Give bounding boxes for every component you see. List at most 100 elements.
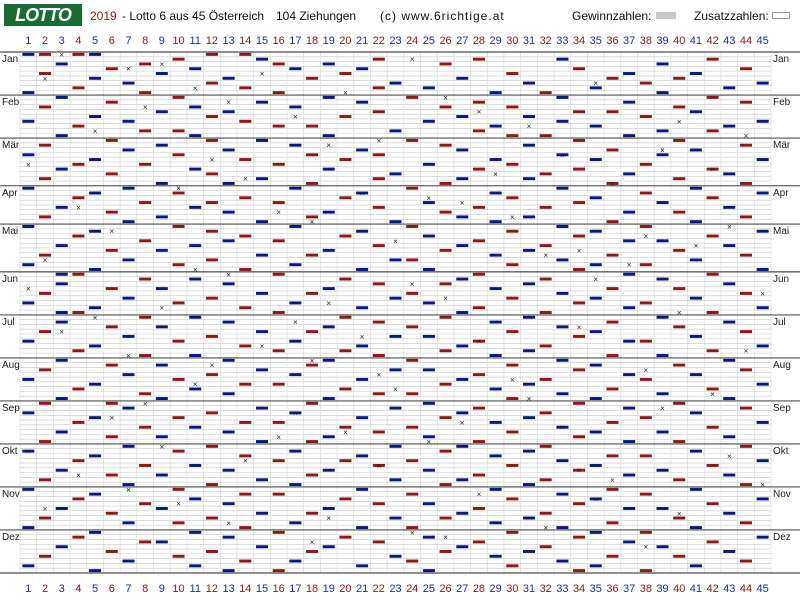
main-number-mark xyxy=(706,196,719,200)
number-label-bottom: 27 xyxy=(456,583,468,595)
number-label-top: 22 xyxy=(373,35,385,47)
main-number-mark xyxy=(189,387,202,391)
main-number-mark xyxy=(322,397,335,401)
main-number-mark xyxy=(706,502,719,506)
main-number-mark xyxy=(439,282,452,286)
extra-number-mark: × xyxy=(677,509,682,518)
main-number-mark xyxy=(523,282,536,286)
main-number-mark xyxy=(372,463,385,467)
main-number-mark xyxy=(22,263,35,267)
main-number-mark xyxy=(155,248,168,252)
main-number-mark xyxy=(422,569,435,573)
main-number-mark xyxy=(456,411,469,415)
legend-extra-swatch xyxy=(772,12,790,19)
main-number-mark xyxy=(72,497,85,501)
main-number-mark xyxy=(723,172,736,176)
main-number-mark xyxy=(689,334,702,338)
main-number-mark xyxy=(739,521,752,525)
extra-number-mark: × xyxy=(443,533,448,542)
main-number-mark xyxy=(189,497,202,501)
main-number-mark xyxy=(456,344,469,348)
main-number-mark xyxy=(439,516,452,520)
main-number-mark xyxy=(422,234,435,238)
number-label-bottom: 15 xyxy=(256,583,268,595)
main-number-mark xyxy=(489,420,502,424)
month-label-left: Apr xyxy=(2,188,18,199)
main-number-mark xyxy=(189,564,202,568)
main-number-mark xyxy=(239,267,252,271)
main-number-mark xyxy=(439,449,452,453)
main-number-mark xyxy=(172,449,185,453)
main-number-mark xyxy=(322,248,335,252)
main-number-mark xyxy=(189,425,202,429)
main-number-mark xyxy=(422,86,435,90)
number-label-top: 14 xyxy=(239,35,251,47)
month-label-right: Aug xyxy=(773,360,791,371)
main-number-mark xyxy=(406,392,419,396)
site-credit[interactable]: (c) www.6richtige.at xyxy=(380,9,505,23)
main-number-mark xyxy=(356,191,369,195)
main-number-mark xyxy=(22,487,35,491)
main-number-mark xyxy=(489,91,502,95)
main-number-mark xyxy=(573,435,586,439)
main-number-mark xyxy=(523,416,536,420)
number-label-bottom: 9 xyxy=(159,583,165,595)
extra-number-mark: × xyxy=(744,347,749,356)
main-number-mark xyxy=(589,430,602,434)
main-number-mark xyxy=(673,401,686,405)
main-number-mark xyxy=(205,115,218,119)
number-label-bottom: 29 xyxy=(490,583,502,595)
main-number-mark xyxy=(756,497,769,501)
number-label-top: 13 xyxy=(222,35,234,47)
legend-main-label: Gewinnzahlen: xyxy=(572,9,652,23)
main-number-mark xyxy=(689,110,702,114)
main-number-mark xyxy=(205,201,218,205)
main-number-mark xyxy=(322,435,335,439)
main-number-mark xyxy=(556,459,569,463)
number-label-top: 41 xyxy=(690,35,702,47)
number-label-bottom: 2 xyxy=(42,583,48,595)
main-number-mark xyxy=(706,167,719,171)
main-number-mark xyxy=(205,483,218,487)
main-number-mark xyxy=(422,535,435,539)
number-label-top: 10 xyxy=(172,35,184,47)
main-number-mark xyxy=(406,526,419,530)
extra-number-mark: × xyxy=(26,160,31,169)
main-number-mark xyxy=(573,67,586,71)
main-number-mark xyxy=(356,377,369,381)
main-number-mark xyxy=(406,358,419,362)
main-number-mark xyxy=(172,57,185,61)
main-number-mark xyxy=(489,320,502,324)
main-number-mark xyxy=(639,569,652,573)
main-number-mark xyxy=(573,234,586,238)
main-number-mark xyxy=(589,363,602,367)
main-number-mark xyxy=(122,186,135,190)
month-label-right: Mai xyxy=(773,226,789,237)
main-number-mark xyxy=(89,454,102,458)
main-number-mark xyxy=(472,406,485,410)
extra-number-mark: × xyxy=(376,136,381,145)
main-number-mark xyxy=(222,239,235,243)
main-number-mark xyxy=(72,86,85,90)
number-label-top: 27 xyxy=(456,35,468,47)
number-label-bottom: 14 xyxy=(239,583,251,595)
main-number-mark xyxy=(439,382,452,386)
main-number-mark xyxy=(55,134,68,138)
main-number-mark xyxy=(155,506,168,510)
main-number-mark xyxy=(756,306,769,310)
extra-number-mark: × xyxy=(109,227,114,236)
month-label-right: Sep xyxy=(773,403,791,414)
main-number-mark xyxy=(606,76,619,80)
number-label-top: 8 xyxy=(142,35,148,47)
main-number-mark xyxy=(506,330,519,334)
main-number-mark xyxy=(556,119,569,123)
main-number-mark xyxy=(689,526,702,530)
main-number-mark xyxy=(272,492,285,496)
main-number-mark xyxy=(556,559,569,563)
main-number-mark xyxy=(22,119,35,123)
extra-number-mark: × xyxy=(643,232,648,241)
main-number-mark xyxy=(155,363,168,367)
main-number-mark xyxy=(339,387,352,391)
number-label-top: 44 xyxy=(740,35,752,47)
main-number-mark xyxy=(439,550,452,553)
